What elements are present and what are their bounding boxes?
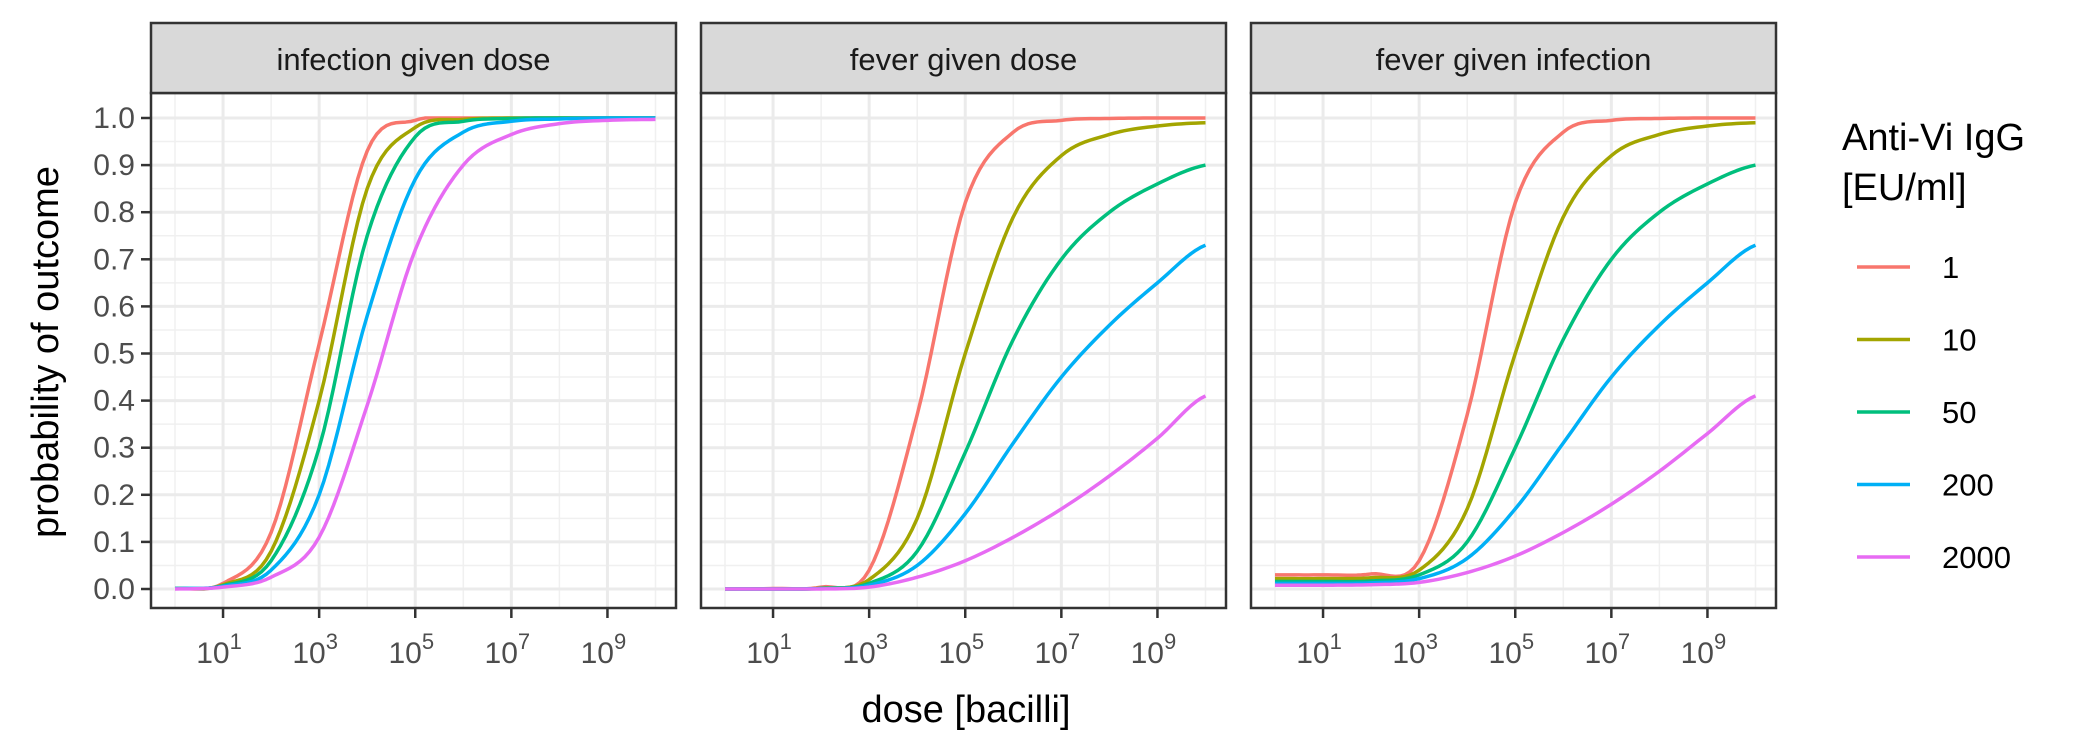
y-tick-label: 0.4 [93,385,135,418]
strip-title: fever given dose [850,42,1077,77]
x-tick-label-exponent: 5 [972,629,984,654]
x-tick-label-exponent: 5 [1522,629,1534,654]
x-tick-label-base: 10 [1488,637,1521,670]
series-line-2000 [174,117,656,591]
strip-background [149,21,678,95]
x-tick-label-base: 10 [196,637,229,670]
y-tick-label: 0.2 [93,479,135,512]
x-tick-label-exponent: 7 [518,629,530,654]
series-line-2000 [725,394,1207,591]
x-tick-label-exponent: 3 [326,629,338,654]
x-tick-label-base: 10 [1681,637,1714,670]
x-tick-label: 107 [1585,629,1631,670]
x-tick-label-exponent: 7 [1068,629,1080,654]
x-tick-label-base: 10 [746,637,779,670]
strip-title: infection given dose [276,42,550,77]
x-tick-label-base: 10 [1035,637,1068,670]
x-tick-label-base: 10 [1585,637,1618,670]
strip-background [699,21,1228,95]
x-tick-label: 105 [938,629,984,670]
legend-label: 200 [1942,468,1994,503]
x-tick-label-exponent: 1 [1330,629,1342,654]
x-tick-label: 103 [1392,629,1438,670]
x-tick-label-exponent: 1 [780,629,792,654]
x-axis-label: dose [bacilli] [861,689,1070,731]
x-tick-label-exponent: 9 [1164,629,1176,654]
panel-background [151,93,676,608]
y-axis-label: probability of outcome [25,166,67,538]
x-tick-label-exponent: 9 [614,629,626,654]
x-tick-label: 109 [581,629,627,670]
y-tick-label: 0.7 [93,243,135,276]
x-tick-label: 101 [196,629,242,670]
x-tick-label-base: 10 [388,637,421,670]
y-tick-label: 0.0 [93,573,135,606]
x-tick-label-base: 10 [1296,637,1329,670]
series-line-200 [174,116,656,591]
x-tick-label-base: 10 [581,637,614,670]
x-tick-label-base: 10 [485,637,518,670]
x-tick-label: 105 [1488,629,1534,670]
x-tick-label-exponent: 5 [422,629,434,654]
legend-label: 10 [1942,323,1976,358]
strip-title: fever given infection [1376,42,1652,77]
legend-label: 50 [1942,395,1976,430]
x-tick-label: 105 [388,629,434,670]
y-tick-label: 0.1 [93,526,135,559]
legend-title-line-2: [EU/ml] [1842,167,1967,209]
x-tick-label-base: 10 [1131,637,1164,670]
x-tick-label: 109 [1681,629,1727,670]
x-tick-label-exponent: 3 [876,629,888,654]
y-tick-label: 0.6 [93,290,135,323]
x-tick-label-exponent: 7 [1618,629,1630,654]
x-tick-label-base: 10 [1392,637,1425,670]
x-tick-label: 101 [1296,629,1342,670]
y-tick-label: 0.3 [93,432,135,465]
series-line-1 [1275,116,1756,579]
panel-background [1251,93,1776,608]
strip-background [1249,21,1778,95]
x-tick-label-exponent: 9 [1714,629,1726,654]
x-tick-label: 101 [746,629,792,670]
legend-items: 1 10 50 200 2000 [1857,250,2011,575]
x-tick-label-exponent: 1 [230,629,242,654]
x-tick-label: 107 [1035,629,1081,670]
x-tick-label: 103 [292,629,338,670]
x-tick-label-base: 10 [292,637,325,670]
x-tick-label-base: 10 [842,637,875,670]
x-tick-label-exponent: 3 [1426,629,1438,654]
legend-title-line-1: Anti-Vi IgG [1842,117,2025,159]
legend-label: 2000 [1942,540,2011,575]
x-tick-label: 109 [1131,629,1177,670]
x-tick-label: 107 [485,629,531,670]
y-tick-label: 1.0 [93,102,135,135]
x-tick-label-base: 10 [938,637,971,670]
series-line-2000 [1275,394,1757,588]
legend: Anti-Vi IgG [EU/ml] 1 10 50 200 2000 [1842,117,2025,575]
panel-background [701,93,1226,608]
y-tick-label: 0.5 [93,338,135,371]
y-tick-label: 0.8 [93,196,135,229]
legend-label: 1 [1942,250,1959,285]
series-line-10 [1275,120,1756,581]
x-tick-label: 103 [842,629,888,670]
y-tick-label: 0.9 [93,149,135,182]
